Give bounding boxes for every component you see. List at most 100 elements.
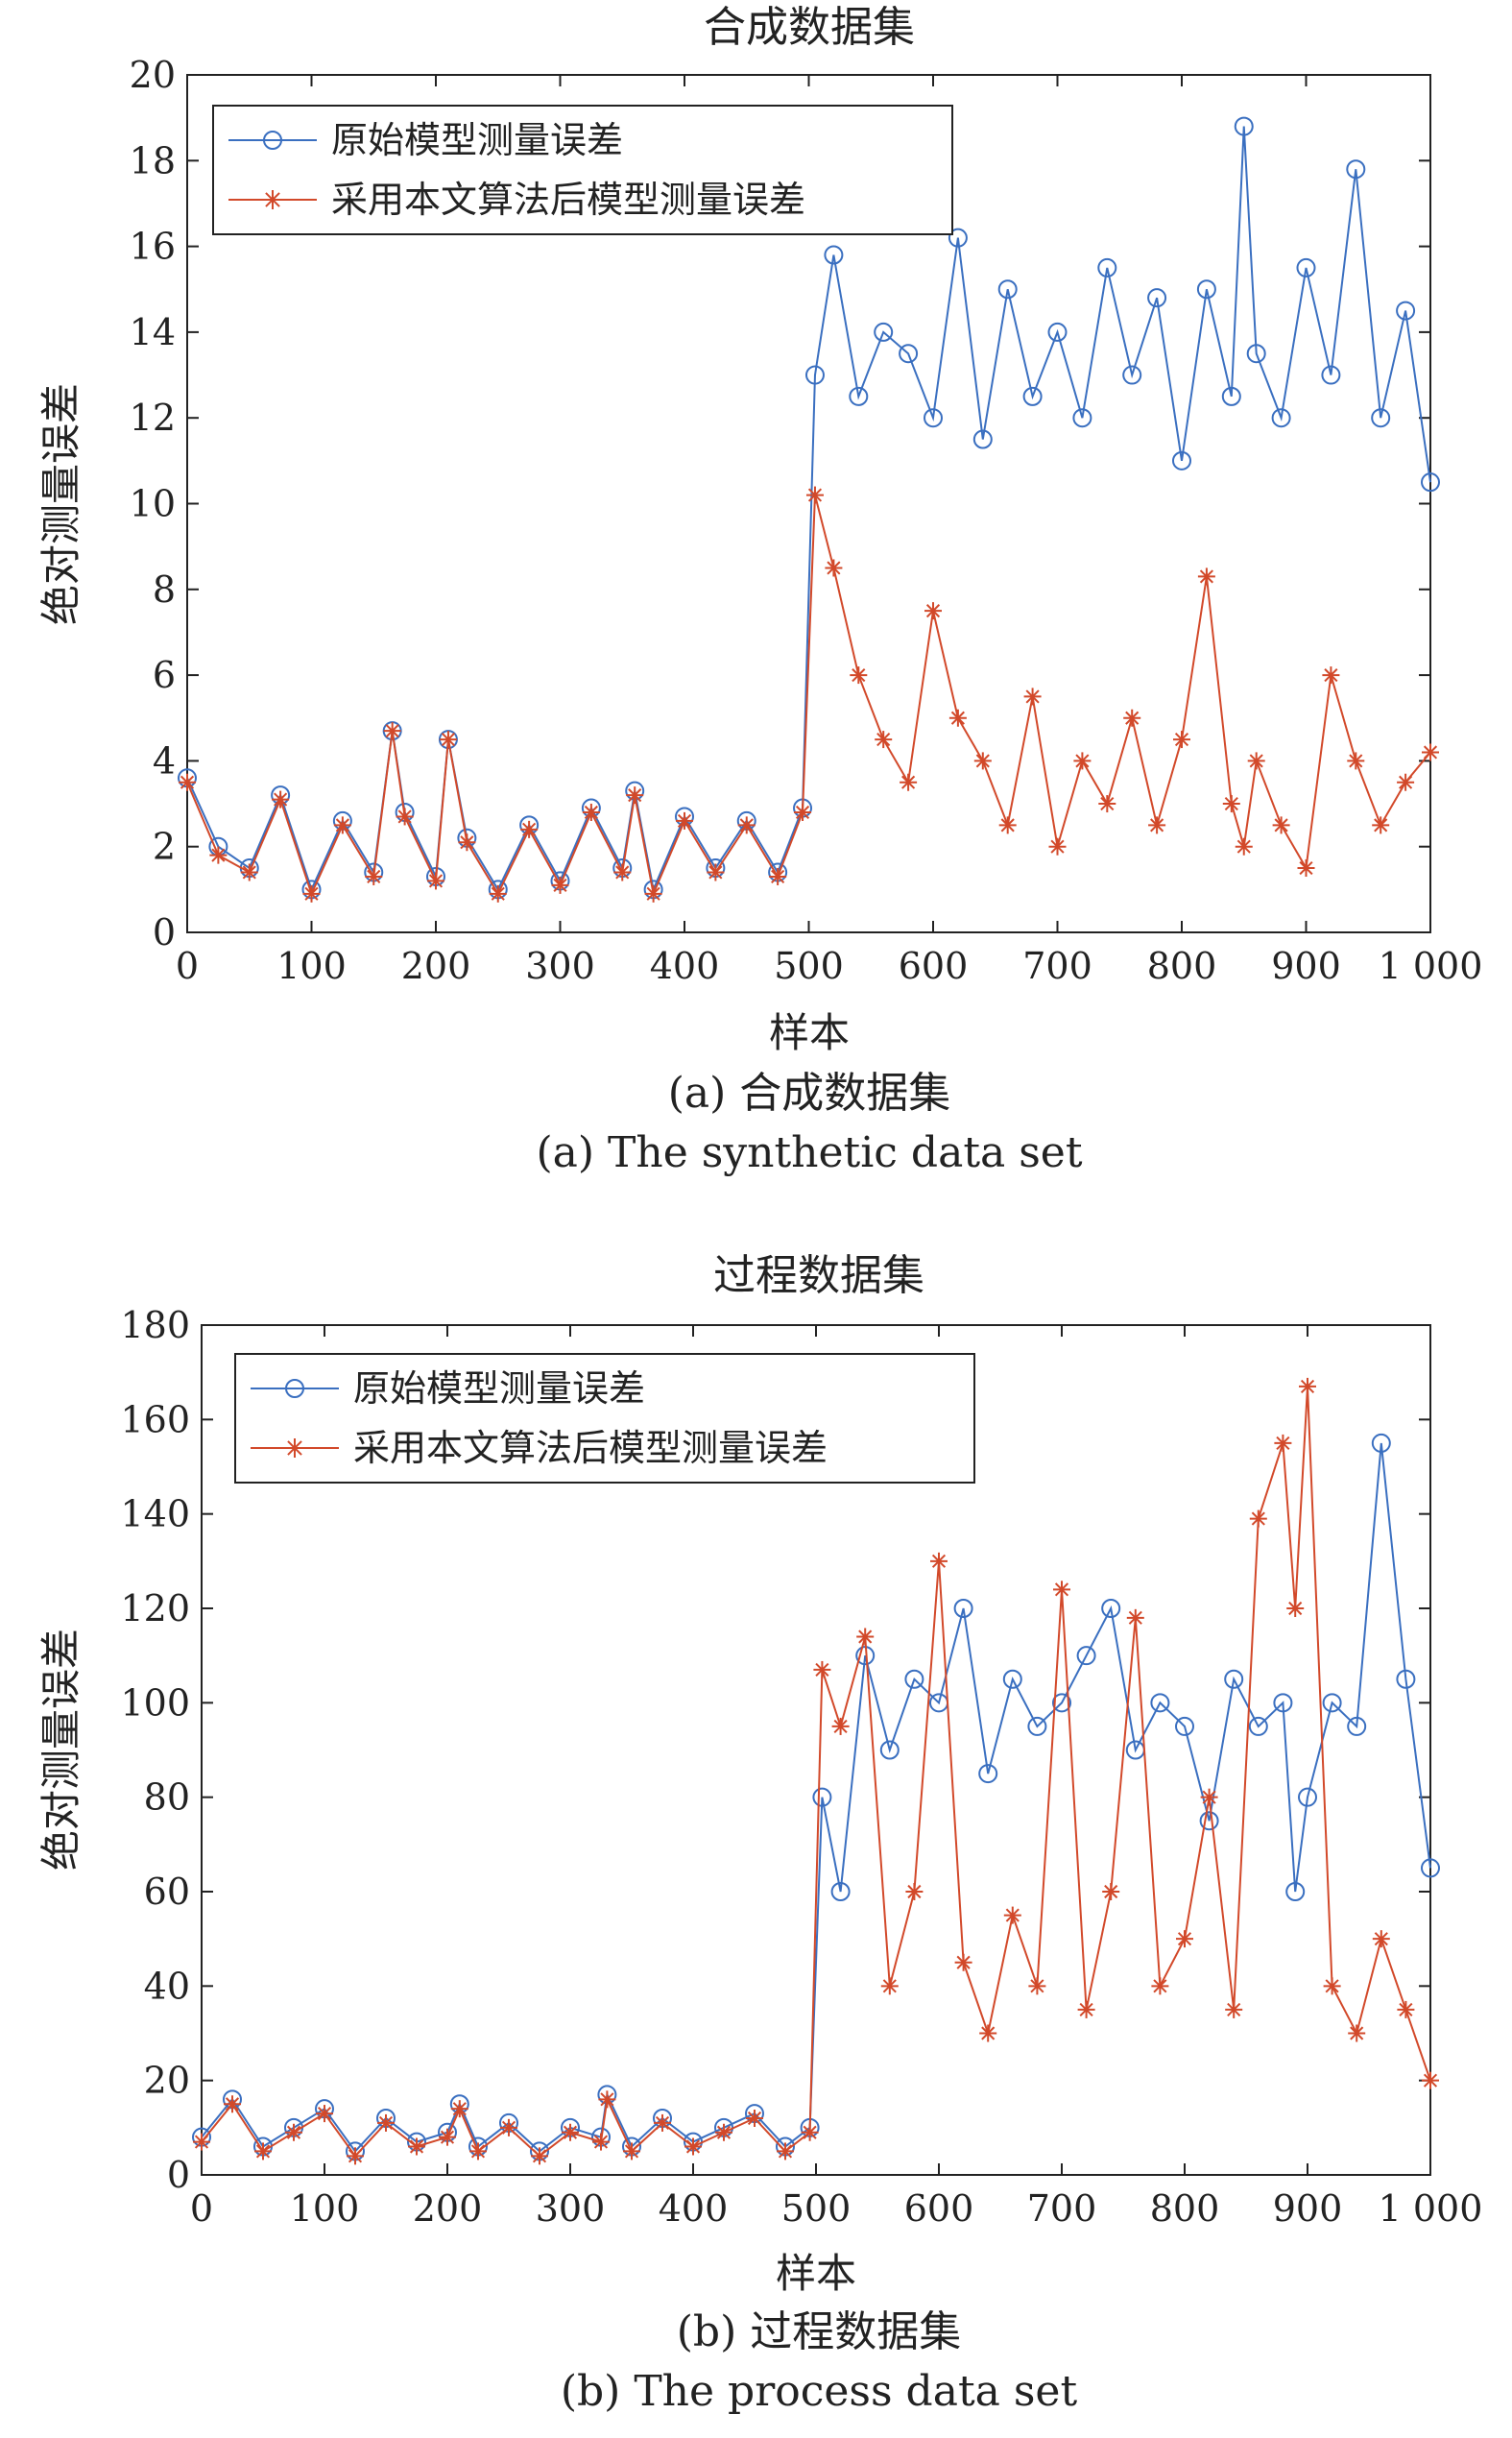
legend-asterisk-stroke <box>263 190 282 209</box>
legend: 原始模型测量误差 采用本文算法后模型测量误差 <box>212 105 953 235</box>
data-point-improved <box>654 2113 671 2132</box>
data-point-improved <box>979 2024 997 2042</box>
legend-marker-asterisk-icon <box>285 1438 304 1458</box>
x-tick-label: 1 000 <box>1379 2187 1483 2230</box>
y-tick-label: 180 <box>120 1304 190 1346</box>
y-tick-label: 8 <box>153 568 176 611</box>
data-point-improved <box>1272 816 1290 834</box>
data-point-improved <box>905 1883 924 1900</box>
data-point-improved <box>613 863 632 881</box>
data-point-improved <box>769 867 787 885</box>
data-point-improved <box>377 2113 395 2132</box>
data-point-improved <box>427 872 444 890</box>
data-point-improved <box>347 2147 364 2165</box>
x-tick-label: 500 <box>774 945 844 987</box>
legend-label-improved: 采用本文算法后模型测量误差 <box>353 1427 828 1469</box>
data-point-improved <box>875 731 893 749</box>
data-point-original <box>1097 257 1117 278</box>
data-point-improved <box>439 2128 456 2146</box>
x-tick-label: 600 <box>899 945 969 987</box>
data-point-original <box>1002 1669 1022 1689</box>
data-point-original <box>1347 1716 1367 1736</box>
y-tick-label: 40 <box>144 1965 190 2007</box>
data-point-improved <box>825 559 843 577</box>
data-point-improved <box>365 867 383 885</box>
legend-label-improved: 采用本文算法后模型测量误差 <box>331 179 805 221</box>
data-point-original <box>849 386 869 406</box>
data-point-original <box>1421 472 1440 493</box>
x-axis-label: 样本 <box>776 2250 856 2297</box>
data-point-improved <box>998 816 1017 834</box>
y-tick-label: 6 <box>153 654 176 696</box>
data-point-improved <box>1422 2071 1439 2089</box>
data-point-original <box>1072 408 1092 428</box>
data-point-original <box>948 228 968 248</box>
data-point-improved <box>623 2142 640 2160</box>
data-point-improved <box>520 820 539 838</box>
data-point-improved <box>302 884 321 903</box>
y-axis: 0 20 40 60 80 100 120 140 160 180 <box>120 1304 1430 2196</box>
y-tick-label: 4 <box>153 739 176 782</box>
data-point-improved <box>676 811 693 830</box>
series-line-original <box>186 126 1431 893</box>
data-point-improved <box>1053 1581 1070 1599</box>
data-point-improved <box>582 803 600 821</box>
data-point-improved <box>1348 2024 1366 2042</box>
data-point-original <box>812 1787 832 1807</box>
data-point-improved <box>500 2118 517 2136</box>
data-point-original <box>1285 1882 1306 1901</box>
y-tick-label: 20 <box>144 2060 190 2102</box>
data-point-improved <box>1372 816 1390 834</box>
data-point-improved <box>1286 1600 1305 1617</box>
data-point-improved <box>179 773 196 791</box>
data-point-improved <box>551 876 569 894</box>
y-tick-label: 120 <box>120 1587 190 1629</box>
data-point-improved <box>831 1717 850 1735</box>
data-point-improved <box>1098 795 1116 813</box>
data-point-improved <box>285 2123 302 2141</box>
data-point-original <box>1271 408 1291 428</box>
data-point-improved <box>900 773 918 791</box>
data-point-improved <box>458 833 476 852</box>
data-point-improved <box>1102 1883 1120 1900</box>
data-point-improved <box>1323 1977 1341 1995</box>
x-tick-label: 100 <box>276 945 347 987</box>
data-point-improved <box>1274 1434 1292 1452</box>
x-tick-label: 0 <box>176 945 199 987</box>
data-point-improved <box>224 2095 241 2113</box>
data-point-improved <box>684 2137 702 2156</box>
data-point-improved <box>1297 859 1315 878</box>
data-point-original <box>1273 1693 1293 1713</box>
data-point-original <box>1298 1787 1317 1807</box>
x-tick-label: 700 <box>1027 2187 1097 2230</box>
data-point-improved <box>1322 666 1340 685</box>
data-point-improved <box>1397 773 1415 791</box>
data-point-original <box>1122 365 1142 385</box>
data-point-improved <box>777 2142 794 2160</box>
legend: 原始模型测量误差 采用本文算法后模型测量误差 <box>234 1353 975 1484</box>
y-tick-label: 16 <box>130 226 176 268</box>
data-point-improved <box>1077 2000 1095 2018</box>
data-point-improved <box>1235 837 1253 856</box>
y-tick-label: 14 <box>130 311 176 353</box>
data-point-original <box>953 1599 973 1618</box>
data-point-improved <box>850 666 868 685</box>
data-point-improved <box>254 2142 272 2160</box>
x-tick-label: 400 <box>659 2187 729 2230</box>
data-point-improved <box>469 2142 487 2160</box>
data-point-original <box>1172 450 1191 471</box>
x-tick-label: 500 <box>781 2187 852 2230</box>
data-point-improved <box>408 2137 425 2156</box>
data-point-original <box>1076 1646 1096 1666</box>
data-point-improved <box>1003 1906 1021 1924</box>
data-point-original <box>1296 257 1316 278</box>
data-point-improved <box>592 2133 610 2151</box>
data-point-improved <box>880 1977 899 1995</box>
data-point-improved <box>193 2133 210 2151</box>
data-point-improved <box>813 1660 831 1678</box>
data-point-original <box>899 344 919 364</box>
data-point-original <box>904 1669 924 1689</box>
x-tick-label: 700 <box>1022 945 1092 987</box>
series-line-improved <box>186 495 1431 898</box>
data-point-original <box>1371 408 1391 428</box>
